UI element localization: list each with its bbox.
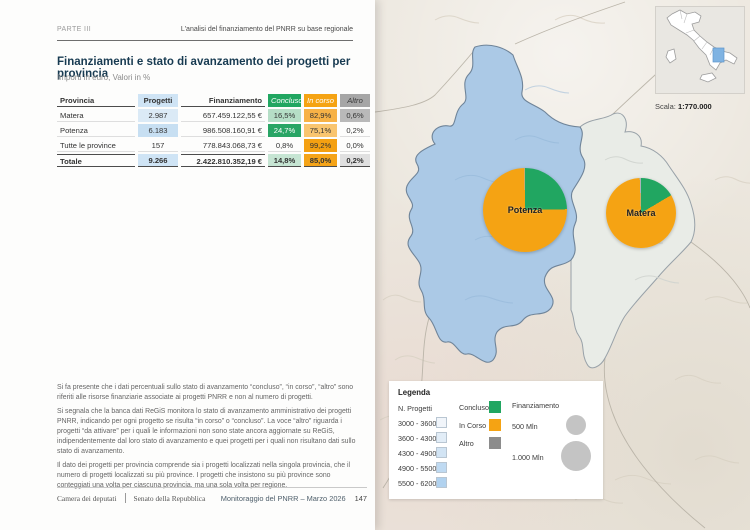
table-row-cell: 778.843.068,73 € (181, 139, 265, 152)
page-footer: Camera dei deputati Senato della Repubbl… (57, 487, 367, 503)
page-title: Finanziamenti e stato di avanzamento dei… (57, 56, 351, 80)
scale-label: Scala: (655, 102, 676, 111)
legend-finanziamento-label: Finanziamento (512, 401, 560, 410)
table-row-cell: 0,2% (340, 124, 370, 137)
table-total-cell: Totale (57, 154, 135, 167)
pie-chart-potenza: Potenza (483, 168, 567, 252)
table-row-cell: Tutte le province (57, 139, 135, 152)
footer-senate: Senato della Repubblica (133, 493, 206, 503)
running-header: PARTE III L'analisi del finanziamento de… (57, 26, 353, 33)
footnote: Si fa presente che i dati percentuali su… (57, 384, 354, 401)
section-label: L'analisi del finanziamento del PNRR su … (180, 26, 353, 33)
table-row-cell: 75,1% (304, 124, 337, 137)
table-row-cell: 82,9% (304, 109, 337, 122)
col-header-progetti: Progetti (138, 94, 178, 107)
legend-range: 4300 - 4900 (398, 449, 437, 458)
footer-report-title: Monitoraggio del PNRR – Marzo 2026 (220, 493, 346, 503)
legend-status-in-corso: In Corso (459, 421, 487, 430)
col-header-altro: Altro (340, 94, 370, 107)
legend-range: 3600 - 4300 (398, 434, 437, 443)
left-page: PARTE III L'analisi del finanziamento de… (57, 26, 370, 503)
italy-outline (665, 9, 738, 83)
legend-status-concluso: Concluso (459, 403, 489, 412)
pie-label-matera: Matera (626, 208, 656, 218)
legend-nprogetti-label: N. Progetti (398, 404, 432, 413)
size-circle-500-icon (566, 415, 586, 435)
table-row-cell: 0,6% (340, 109, 370, 122)
col-header-finanziamento: Finanziamento (181, 94, 265, 107)
part-label: PARTE III (57, 26, 92, 33)
region-map: Potenza Matera Scala: 1:770.000 L (375, 0, 750, 530)
province-table: Provincia Progetti Finanziamento Conclus… (57, 94, 370, 167)
col-header-provincia: Provincia (57, 94, 135, 107)
footnote: Il dato dei progetti per provincia compr… (57, 462, 351, 489)
legend-range: 4900 - 5500 (398, 464, 437, 473)
table-row-cell: 2.987 (138, 109, 178, 122)
table-row-cell: 0,0% (340, 139, 370, 152)
page-number: 147 (354, 493, 367, 503)
table-row-cell: 657.459.122,55 € (181, 109, 265, 122)
basilicata-highlight (712, 47, 725, 63)
table-row-cell: Potenza (57, 124, 135, 137)
table-total-cell: 14,8% (268, 154, 301, 167)
table-total-cell: 85,0% (304, 154, 337, 167)
table-row-cell: Matera (57, 109, 135, 122)
legend-size-500: 500 Mln (512, 422, 538, 431)
header-rule (57, 40, 353, 41)
concluso-swatch-icon (489, 401, 501, 413)
col-header-in-corso: In corso (304, 94, 337, 107)
pie-label-potenza: Potenza (507, 205, 543, 215)
in-corso-swatch-icon (489, 419, 501, 431)
size-circle-1000-icon (561, 441, 591, 471)
table-total-cell: 9.266 (138, 154, 178, 167)
table-row-cell: 157 (138, 139, 178, 152)
map-scale: Scala: 1:770.000 (655, 102, 712, 111)
legend-status-altro: Altro (459, 439, 474, 448)
table-row-cell: 0,8% (268, 139, 301, 152)
altro-swatch-icon (489, 437, 501, 449)
page-subtitle: Importi in euro, Valori in % (57, 73, 151, 82)
table-row-cell: 16,5% (268, 109, 301, 122)
col-header-concluso: Concluso (268, 94, 301, 107)
range-swatch-icon (436, 477, 447, 488)
legend-range: 3000 - 3600 (398, 419, 437, 428)
legend-size-1000: 1.000 Mln (512, 453, 544, 462)
footnotes: Si fa presente che i dati percentuali su… (57, 383, 362, 495)
range-swatch-icon (436, 417, 447, 428)
scale-value: 1:770.000 (677, 102, 712, 111)
table-row-cell: 986.508.160,91 € (181, 124, 265, 137)
footnote: Si segnala che la banca dati ReGiS monit… (57, 408, 356, 455)
footer-chamber: Camera dei deputati (57, 493, 117, 503)
map-legend: Legenda N. Progetti 3000 - 3600 3600 - 4… (389, 381, 603, 499)
table-row-cell: 6.183 (138, 124, 178, 137)
range-swatch-icon (436, 432, 447, 443)
table-total-cell: 0,2% (340, 154, 370, 167)
range-swatch-icon (436, 462, 447, 473)
legend-title: Legenda (398, 388, 431, 397)
footer-divider (124, 493, 126, 503)
legend-range: 5500 - 6200 (398, 479, 437, 488)
table-row-cell: 24,7% (268, 124, 301, 137)
table-row-cell: 99,2% (304, 139, 337, 152)
pie-chart-matera: Matera (606, 178, 676, 248)
range-swatch-icon (436, 447, 447, 458)
italy-inset-map (655, 6, 745, 94)
table-total-cell: 2.422.810.352,19 € (181, 154, 265, 167)
